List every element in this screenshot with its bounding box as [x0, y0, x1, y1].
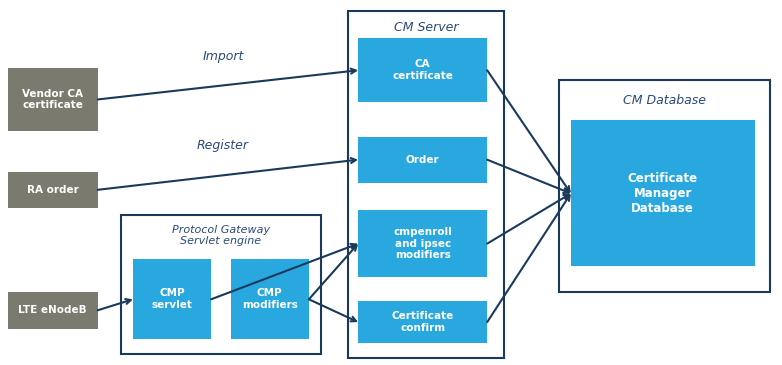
FancyBboxPatch shape — [8, 292, 98, 328]
FancyBboxPatch shape — [571, 120, 755, 266]
Text: CMP
modifiers: CMP modifiers — [242, 288, 298, 310]
FancyBboxPatch shape — [231, 259, 309, 339]
Text: CM Database: CM Database — [623, 94, 706, 107]
Text: CM Server: CM Server — [394, 21, 458, 34]
FancyBboxPatch shape — [8, 172, 98, 208]
Text: LTE eNodeB: LTE eNodeB — [19, 305, 87, 315]
Text: RA order: RA order — [27, 185, 79, 195]
Text: Import: Import — [203, 50, 243, 63]
Text: Vendor CA
certificate: Vendor CA certificate — [22, 89, 84, 110]
FancyBboxPatch shape — [358, 38, 487, 102]
FancyBboxPatch shape — [559, 80, 770, 292]
Text: CMP
servlet: CMP servlet — [152, 288, 192, 310]
FancyBboxPatch shape — [358, 210, 487, 277]
FancyBboxPatch shape — [133, 259, 211, 339]
Text: CA
certificate: CA certificate — [393, 59, 453, 81]
FancyBboxPatch shape — [358, 137, 487, 182]
Text: Register: Register — [197, 139, 249, 153]
Text: Order: Order — [406, 155, 439, 165]
Text: Certificate
Manager
Database: Certificate Manager Database — [628, 172, 698, 215]
FancyBboxPatch shape — [121, 215, 321, 354]
FancyBboxPatch shape — [358, 301, 487, 343]
FancyBboxPatch shape — [8, 68, 98, 131]
Text: cmpenroll
and ipsec
modifiers: cmpenroll and ipsec modifiers — [393, 227, 452, 260]
Text: Certificate
confirm: Certificate confirm — [392, 311, 454, 333]
FancyBboxPatch shape — [348, 11, 504, 358]
Text: Protocol Gateway
Servlet engine: Protocol Gateway Servlet engine — [172, 224, 270, 246]
